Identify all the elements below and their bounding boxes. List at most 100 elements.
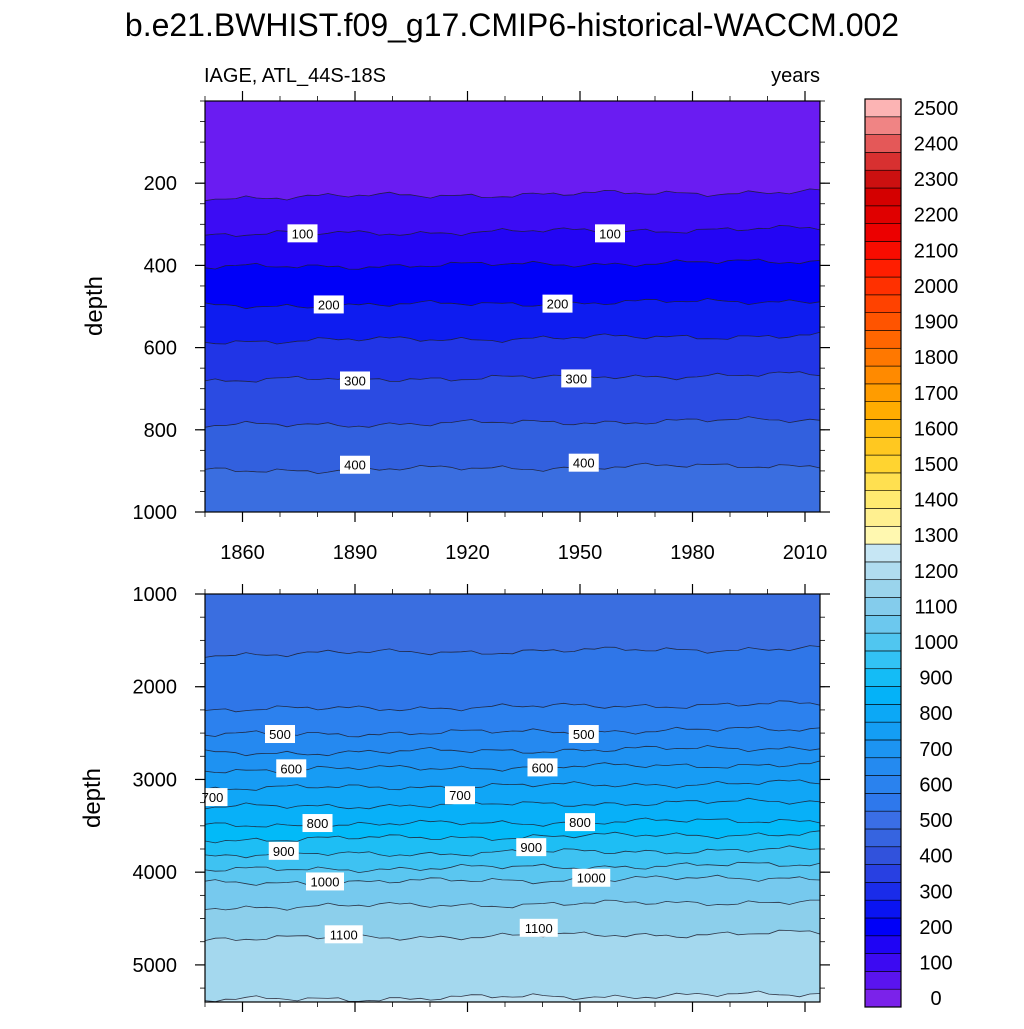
- lower-contour-850: [205, 830, 820, 844]
- colorbar-swatch: [864, 971, 902, 990]
- colorbar-swatch: [864, 258, 902, 278]
- upper-band-100: [205, 225, 820, 270]
- svg-text:400: 400: [344, 458, 366, 473]
- svg-text:100: 100: [599, 226, 621, 241]
- colorbar-label: 2000: [914, 276, 959, 298]
- colorbar-swatch: [864, 988, 902, 1008]
- colorbar-swatch: [864, 579, 902, 598]
- x-tick-label: 2010: [783, 542, 828, 564]
- colorbar-swatch: [864, 704, 902, 723]
- colorbar-swatch: [864, 757, 902, 776]
- colorbar-swatch: [864, 899, 902, 919]
- colorbar-swatch: [864, 864, 902, 883]
- lower-contour-label: 500: [568, 725, 599, 744]
- lower-band-900: [205, 845, 820, 873]
- colorbar-label: 2300: [914, 169, 959, 191]
- colorbar-swatch: [864, 561, 902, 581]
- lower-contour-label: 700: [445, 786, 475, 805]
- colorbar-label: 1600: [914, 418, 959, 440]
- colorbar-swatch: [864, 597, 902, 616]
- lower-fill-bands: [205, 594, 820, 1002]
- colorbar-swatch: [864, 686, 902, 705]
- lower-y-axis-title: depth: [79, 768, 106, 828]
- colorbar-swatch: [864, 490, 902, 509]
- svg-text:100: 100: [292, 226, 314, 241]
- svg-text:600: 600: [280, 761, 302, 776]
- svg-text:1000: 1000: [311, 874, 340, 889]
- svg-text:900: 900: [273, 844, 295, 859]
- svg-text:200: 200: [318, 297, 340, 312]
- colorbar-swatch: [864, 169, 902, 189]
- lower-y-tick-label: 3000: [133, 769, 178, 791]
- colorbar-label: 500: [919, 810, 952, 832]
- svg-text:300: 300: [565, 371, 587, 386]
- svg-text:800: 800: [307, 816, 329, 831]
- colorbar-swatch: [864, 116, 902, 135]
- colorbar-label: 400: [919, 846, 952, 868]
- colorbar-swatch: [864, 632, 902, 652]
- colorbar-label: 1500: [914, 454, 959, 476]
- lower-y-tick-label: 1000: [133, 584, 178, 606]
- svg-text:700: 700: [202, 790, 224, 805]
- colorbar: 0 100 200 300 400 500 600 700 800 900 1000 1100 1200…: [864, 98, 959, 1010]
- lower-contour-750: [205, 797, 820, 810]
- lower-contour-label: 600: [276, 759, 307, 778]
- upper-contour-150: [205, 258, 820, 270]
- lower-contour-700: [205, 779, 820, 791]
- chart-subtitle-right: years: [771, 65, 820, 87]
- colorbar-swatch: [864, 365, 902, 385]
- svg-text:200: 200: [547, 297, 569, 312]
- colorbar-label: 2100: [914, 240, 959, 262]
- upper-contour-50: [205, 188, 820, 202]
- svg-text:500: 500: [573, 727, 595, 742]
- colorbar-label: 2400: [914, 134, 959, 156]
- colorbar-swatch: [864, 846, 902, 865]
- lower-contour-550: [205, 726, 820, 738]
- svg-text:1100: 1100: [330, 927, 358, 942]
- lower-band-950: [205, 862, 820, 886]
- lower-contour-label: 900: [268, 841, 299, 860]
- lower-contour-label: 900: [516, 838, 547, 857]
- lower-contour-label: 1100: [519, 918, 558, 937]
- x-tick-label: 1950: [558, 542, 603, 564]
- upper-y-tick-label: 200: [144, 173, 177, 195]
- lower-frame: [204, 593, 821, 1003]
- colorbar-swatch: [864, 953, 902, 972]
- colorbar-swatch: [864, 810, 902, 830]
- colorbar-swatch: [864, 935, 902, 954]
- lower-contour-label: 1000: [572, 868, 611, 887]
- colorbar-swatch: [864, 241, 902, 260]
- colorbar-swatch: [864, 98, 902, 118]
- upper-contour-label: 100: [595, 224, 625, 243]
- x-tick-label: 1860: [220, 542, 265, 564]
- upper-contour-400: [205, 462, 820, 475]
- upper-contour-label: 200: [313, 295, 344, 314]
- upper-y-tick-label: 400: [144, 255, 177, 277]
- colorbar-label: 100: [919, 952, 952, 974]
- lower-contour-lines: [205, 645, 820, 1002]
- upper-band-400: [205, 463, 820, 512]
- upper-panel: 100 100 200 200 300 300 400 400 200 400 600 800 1000: [133, 91, 830, 524]
- upper-y-axis-title: depth: [81, 276, 108, 336]
- svg-text:600: 600: [532, 760, 554, 775]
- lower-band-1150: [205, 991, 820, 1002]
- lower-band-750: [205, 798, 820, 829]
- lower-y-tick-label: 4000: [133, 862, 178, 884]
- upper-band-250: [205, 332, 820, 383]
- colorbar-label: 1900: [914, 312, 959, 334]
- lower-band-1000: [205, 875, 820, 911]
- colorbar-swatch: [864, 187, 902, 207]
- lower-band-700: [205, 779, 820, 809]
- upper-contour-label: 100: [287, 224, 318, 243]
- upper-y-tick-label: 1000: [133, 502, 178, 524]
- lower-band-600: [205, 745, 820, 773]
- upper-y-tick-label: 600: [144, 338, 177, 360]
- colorbar-label: 1800: [914, 347, 959, 369]
- colorbar-swatch: [864, 205, 902, 224]
- colorbar-swatch: [864, 615, 902, 634]
- x-tick-label: 1980: [670, 542, 715, 564]
- colorbar-swatch: [864, 347, 902, 367]
- colorbar-swatch: [864, 454, 902, 474]
- colorbar-swatch: [864, 650, 902, 670]
